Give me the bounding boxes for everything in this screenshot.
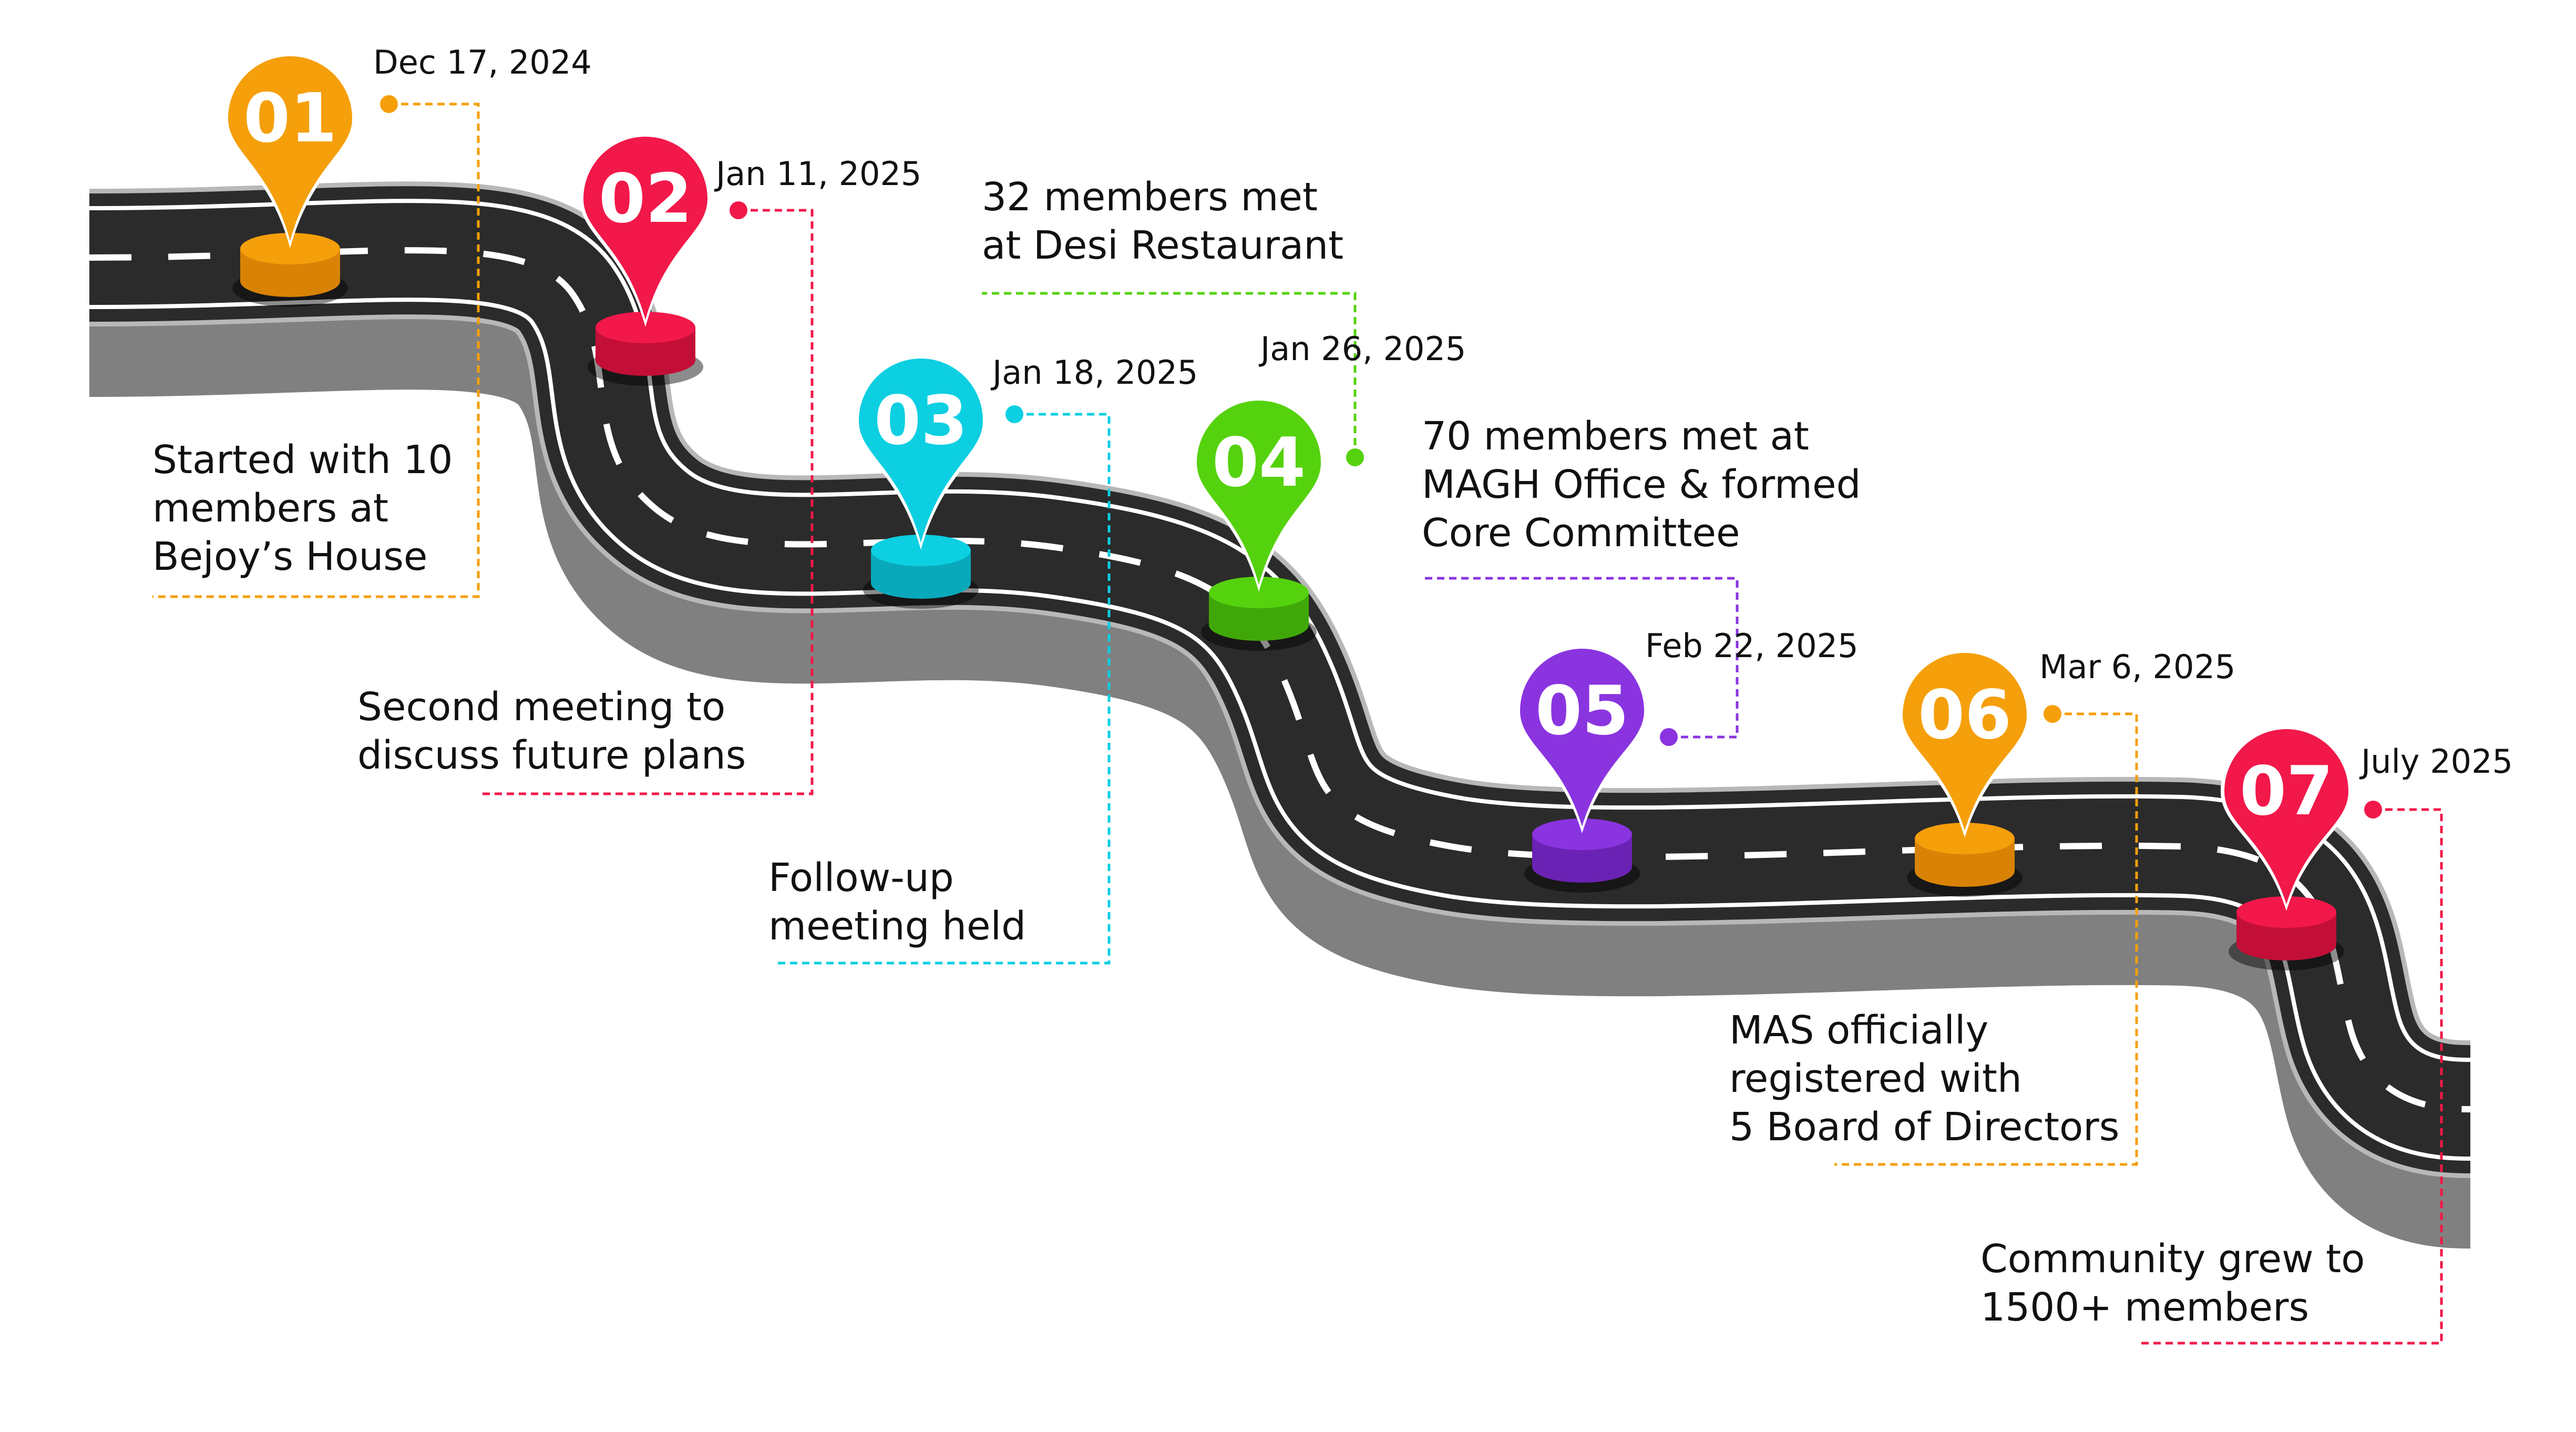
connector-dot-06 [2044, 705, 2061, 723]
road [89, 181, 2471, 1249]
milestone-pin-04: 04 [1193, 396, 1325, 651]
milestone-description-line: registered with [1729, 1056, 2022, 1101]
milestone-description-line: discuss future plans [357, 733, 746, 778]
milestone-pin-03: 03 [855, 354, 987, 609]
milestone-date: Jan 26, 2025 [1258, 330, 1466, 368]
pin-base-top [1209, 577, 1309, 608]
milestone-pin-06: 06 [1898, 649, 2031, 897]
milestone-description-line: members at [152, 486, 388, 531]
pin-base-top [1532, 819, 1632, 850]
pin-base-bottom [240, 265, 340, 297]
pin-base-top [2236, 896, 2336, 928]
milestone-description-line: 70 members met at [1422, 414, 1809, 459]
milestone-pin-02: 02 [579, 132, 712, 386]
connector-dot-02 [730, 201, 747, 219]
milestone-description-line: MAS officially [1729, 1008, 1988, 1053]
milestone-number: 02 [599, 160, 692, 238]
connector-line-06 [1834, 712, 2138, 1166]
connector-line-07 [2139, 808, 2443, 1345]
milestone-number: 03 [874, 382, 968, 460]
pin-base-bottom [1209, 609, 1309, 641]
connector-dot-01 [380, 95, 398, 113]
pin-base-top [240, 233, 340, 264]
milestone-number: 04 [1212, 424, 1306, 502]
milestone-description-line: at Desi Restaurant [982, 223, 1343, 268]
connector-dot-04 [1346, 448, 1364, 466]
connector-line-02 [478, 209, 814, 795]
milestone-pin-01: 01 [224, 52, 356, 307]
milestone-date: Jan 11, 2025 [714, 155, 921, 193]
connector-dot-07 [2364, 801, 2382, 819]
location-pin-icon [228, 56, 352, 241]
pin-base-top [596, 312, 695, 343]
connector-line-01 [152, 103, 480, 598]
milestone-date: July 2025 [2359, 742, 2513, 781]
milestone-date: Dec 17, 2024 [373, 43, 592, 81]
milestone-pin-05: 05 [1516, 645, 1648, 893]
location-pin-icon [583, 137, 707, 320]
milestone-description-line: Core Committee [1422, 510, 1740, 556]
milestone-date: Feb 22, 2025 [1645, 627, 1859, 665]
milestone-description-line: Bejoy’s House [152, 534, 427, 579]
location-pin-icon [1903, 653, 2027, 831]
pin-base-bottom [1915, 855, 2015, 887]
milestone-description-line: MAGH Office & formed [1422, 462, 1861, 507]
location-pin-icon [859, 359, 983, 543]
connector-line-04 [982, 292, 1357, 457]
milestone-description-line: meeting held [768, 904, 1026, 949]
connector-line-03 [774, 413, 1111, 965]
milestone-description-line: Started with 10 [152, 437, 453, 483]
milestone-pin-07: 07 [2220, 725, 2353, 970]
pin-base-bottom [1532, 851, 1632, 883]
milestone-description-line: 1500+ members [1980, 1285, 2309, 1330]
milestone-description-line: 32 members met [982, 175, 1318, 220]
milestone-description-line: Community grew to [1980, 1236, 2365, 1282]
milestone-number: 05 [1535, 672, 1629, 750]
pin-base-bottom [596, 344, 695, 376]
milestone-description-line: 5 Board of Directors [1729, 1104, 2119, 1150]
connector-dot-03 [1005, 405, 1023, 423]
milestone-description-line: Second meeting to [357, 684, 725, 730]
pin-base-top [871, 535, 971, 566]
connectors [152, 95, 2443, 1345]
pin-base-bottom [2236, 929, 2336, 960]
milestone-number: 06 [1918, 676, 2011, 754]
connector-line-05 [1422, 577, 1739, 739]
pin-base-bottom [871, 567, 971, 599]
location-pin-icon [1520, 649, 1644, 826]
milestone-pins: 01 02 03 04 05 06 07 [224, 52, 2353, 970]
connector-dot-05 [1660, 728, 1678, 746]
milestone-number: 07 [2240, 752, 2333, 831]
pin-base-top [1915, 823, 2015, 854]
milestone-description-line: Follow-up [768, 855, 954, 901]
milestone-date: Mar 6, 2025 [2039, 648, 2235, 686]
location-pin-icon [1197, 401, 1321, 585]
location-pin-icon [2224, 729, 2348, 904]
milestone-number: 01 [243, 79, 337, 158]
milestone-date: Jan 18, 2025 [990, 353, 1198, 392]
